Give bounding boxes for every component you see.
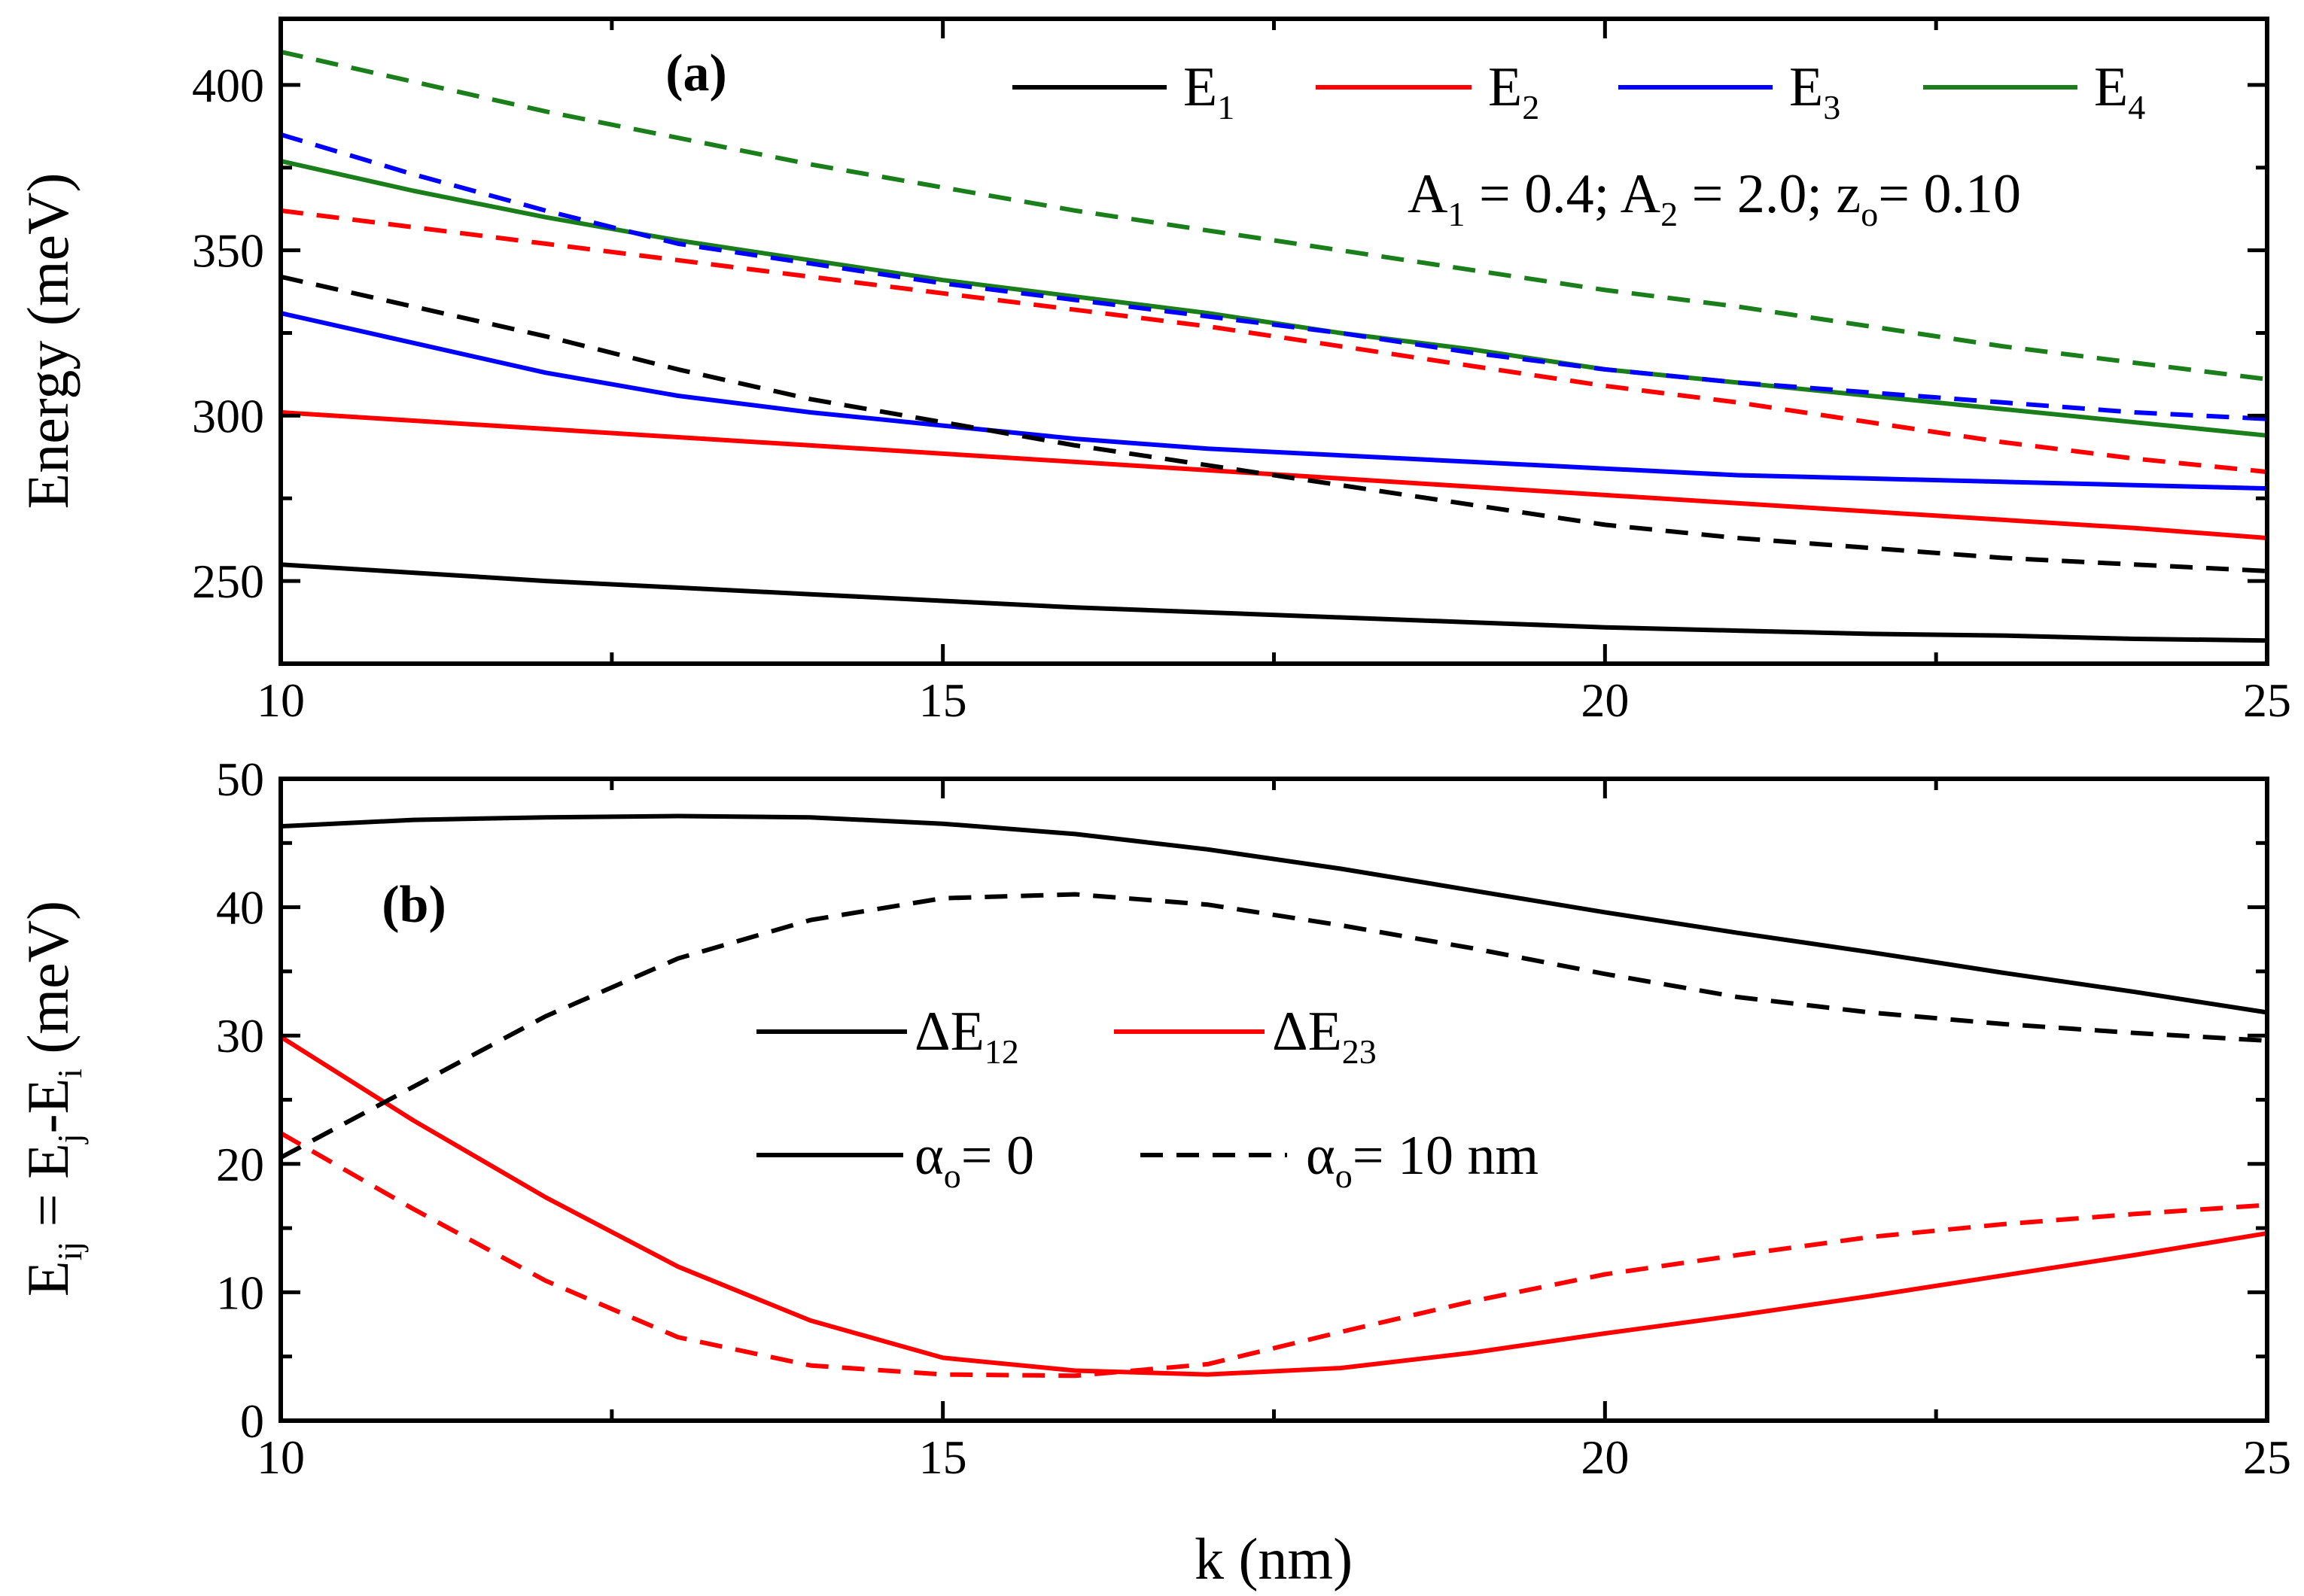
legend-b-alpha0-label: α <box>915 1125 944 1187</box>
legend-b-alpha0-suffix: = 0 <box>961 1125 1034 1187</box>
parameter-annotation: A1 = 0.4; A2 = 2.0; zo= 0.10 <box>1408 163 2021 233</box>
legend-b-de12-sub: 12 <box>985 1032 1019 1071</box>
series-a-4 <box>280 274 2268 573</box>
legend-a-e4-name: E <box>2094 56 2128 118</box>
legend-a: E1 E2 E3 E4 <box>1012 56 2145 126</box>
xtick-label-a: 20 <box>1581 673 1629 727</box>
panel-b-ylabel: Eij = Ej-Ei (meV) <box>15 901 89 1297</box>
xtick-label-a: 15 <box>919 673 967 727</box>
legend-b-de23-label: ΔE <box>1272 1001 1342 1062</box>
svg-text:E1: E1 <box>1183 56 1234 126</box>
legend-b-alpha0-sub: o <box>944 1157 961 1195</box>
ytick-label-b: 10 <box>216 1266 264 1319</box>
legend-b-item-alpha0: αo= 0 <box>756 1125 1034 1195</box>
series-b-3 <box>279 1131 2268 1379</box>
series-a-6 <box>280 132 2268 421</box>
legend-a-item-e2: E2 <box>1316 56 1539 126</box>
plot-b-series <box>279 813 2268 1379</box>
plot-b-frame <box>278 777 2269 1423</box>
legend-a-item-e3: E3 <box>1618 56 1840 126</box>
legend-b-alpha10-suffix: = 10 nm <box>1353 1125 1539 1187</box>
ytick-label-b: 40 <box>216 881 264 935</box>
x-axis-title: k (nm) <box>1195 1526 1353 1591</box>
svg-text:E2: E2 <box>1488 56 1539 126</box>
legend-a-e2-name: E <box>1488 56 1522 118</box>
ytick-label-b: 20 <box>216 1138 264 1191</box>
panel-a-label: (a) <box>665 44 727 102</box>
plot-a-series <box>280 49 2268 643</box>
legend-b: ΔE12 ΔE23 αo= 0 αo= 10 nm <box>756 1001 1539 1195</box>
legend-a-item-e1: E1 <box>1012 56 1234 126</box>
ytick-label-a: 350 <box>192 224 264 278</box>
legend-a-e2-sub: 2 <box>1522 88 1539 126</box>
ytick-label-b: 30 <box>216 1009 264 1062</box>
panel-a-ylabel: Energy (meV) <box>15 173 81 509</box>
svg-text:E4: E4 <box>2094 56 2145 126</box>
legend-a-item-e4: E4 <box>1923 56 2145 126</box>
legend-b-de23-sub: 23 <box>1342 1032 1377 1071</box>
plot-a-ticks: 10 15 20 25 250 300 350 400 <box>192 19 2291 727</box>
xtick-label-b: 20 <box>1581 1430 1629 1484</box>
legend-a-e1-sub: 1 <box>1217 88 1234 126</box>
legend-b-alpha10-label: α <box>1306 1125 1335 1187</box>
ytick-label-a: 250 <box>192 555 264 608</box>
svg-text:αo= 0: αo= 0 <box>915 1125 1034 1195</box>
xtick-label-a: 25 <box>2243 673 2291 727</box>
series-a-2 <box>280 311 2268 491</box>
series-b-1 <box>279 1035 2268 1377</box>
legend-b-item-alpha10: αo= 10 nm <box>1140 1125 1539 1195</box>
xtick-label-b: 15 <box>919 1430 967 1484</box>
legend-a-e3-name: E <box>1789 56 1823 118</box>
xtick-label-b: 10 <box>257 1430 305 1484</box>
series-b-2 <box>279 892 2268 1160</box>
series-a-7 <box>280 49 2268 382</box>
ytick-label-b: 50 <box>216 752 264 806</box>
legend-b-item-de23: ΔE23 <box>1114 1001 1377 1071</box>
legend-a-e1-name: E <box>1183 56 1217 118</box>
xtick-label-a: 10 <box>257 673 305 727</box>
svg-text:ΔE23: ΔE23 <box>1272 1001 1377 1071</box>
svg-text:αo= 10 nm: αo= 10 nm <box>1306 1125 1539 1195</box>
legend-b-de12-label: ΔE <box>915 1001 985 1062</box>
legend-b-item-de12: ΔE12 <box>756 1001 1019 1071</box>
xtick-label-b: 25 <box>2243 1430 2291 1484</box>
panel-b-label: (b) <box>382 876 446 934</box>
ytick-label-b: 0 <box>240 1394 264 1448</box>
series-a-5 <box>280 208 2268 475</box>
series-a-0 <box>280 562 2268 643</box>
legend-a-e4-sub: 4 <box>2128 88 2145 126</box>
ytick-label-a: 300 <box>192 389 264 442</box>
ytick-label-a: 400 <box>192 59 264 112</box>
svg-text:E3: E3 <box>1789 56 1840 126</box>
legend-b-alpha10-sub: o <box>1335 1157 1353 1195</box>
legend-a-e3-sub: 3 <box>1823 88 1840 126</box>
series-b-0 <box>280 813 2268 1015</box>
svg-text:ΔE12: ΔE12 <box>915 1001 1019 1071</box>
